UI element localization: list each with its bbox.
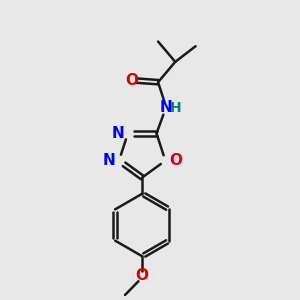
Text: H: H bbox=[170, 101, 182, 115]
Text: N: N bbox=[160, 100, 172, 115]
Text: N: N bbox=[103, 153, 115, 168]
Text: O: O bbox=[136, 268, 149, 283]
Text: O: O bbox=[169, 153, 182, 168]
Text: O: O bbox=[125, 73, 138, 88]
Text: N: N bbox=[111, 126, 124, 141]
